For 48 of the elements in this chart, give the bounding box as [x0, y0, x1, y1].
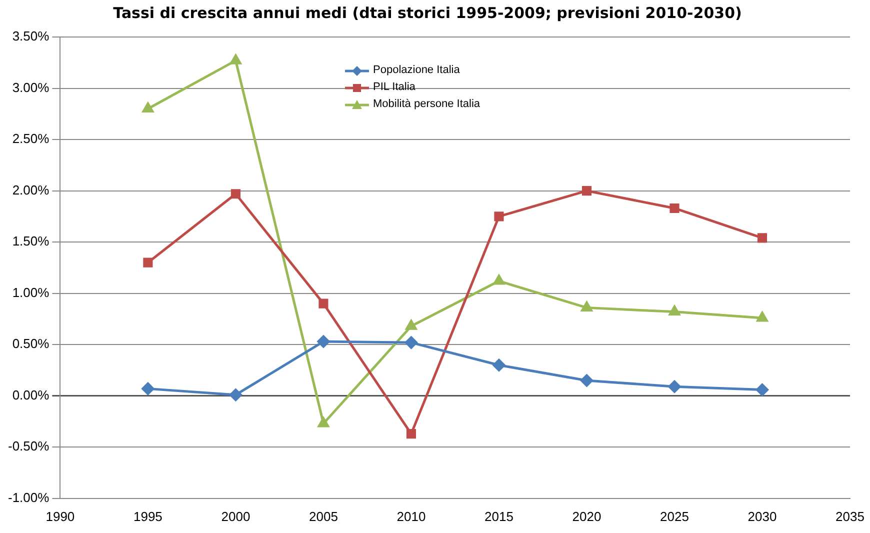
y-tick-label: 2.50%	[12, 131, 50, 146]
point	[668, 380, 681, 393]
point	[143, 258, 153, 268]
x-tick-label: 2025	[660, 508, 689, 524]
point	[756, 312, 768, 322]
point	[230, 189, 240, 199]
point	[406, 320, 417, 330]
y-tick-label: 1.50%	[12, 234, 50, 249]
legend-label: Mobilità persone Italia	[373, 97, 480, 112]
point	[581, 301, 592, 312]
y-tick-label: 3.50%	[12, 28, 50, 44]
y-tick-label: -0.50%	[8, 438, 50, 454]
point	[318, 298, 328, 308]
y-tick-label: 0.50%	[12, 336, 50, 352]
x-tick-label: 2000	[221, 508, 250, 524]
x-tick-label: 2035	[836, 508, 864, 524]
point	[404, 336, 418, 349]
y-tick-label: 2.00%	[12, 182, 50, 198]
point	[406, 429, 416, 439]
x-tick-label: 2005	[309, 508, 338, 524]
point	[229, 388, 242, 402]
y-tick-label: -1.00%	[8, 490, 50, 505]
point	[756, 383, 768, 396]
point	[493, 274, 505, 285]
point	[230, 54, 242, 64]
point	[142, 102, 154, 113]
point	[142, 382, 154, 395]
point	[494, 212, 504, 222]
x-tick-label: 2020	[572, 508, 602, 524]
x-tick-label: 2010	[396, 508, 426, 524]
point	[757, 233, 768, 243]
point	[317, 335, 330, 348]
point	[318, 417, 330, 428]
point	[582, 186, 592, 196]
legend-label: PIL Italia	[373, 80, 416, 95]
x-tick-label: 1990	[46, 508, 75, 524]
y-tick-label: 0.00%	[12, 387, 50, 402]
point	[492, 358, 506, 372]
x-tick-label: 2015	[484, 508, 514, 524]
y-tick-label: 1.00%	[12, 284, 50, 300]
point	[580, 374, 593, 387]
x-tick-label: 1995	[133, 508, 162, 524]
point	[670, 203, 680, 214]
chart-title: Tassi di crescita annui medi (dtai storici 1995-2009; previsioni 2010-2030)	[113, 4, 742, 22]
x-tick-label: 2030	[748, 508, 777, 524]
point	[668, 306, 680, 316]
legend-label: Popolazione Italia	[373, 63, 460, 78]
y-tick-label: 3.00%	[12, 80, 50, 95]
